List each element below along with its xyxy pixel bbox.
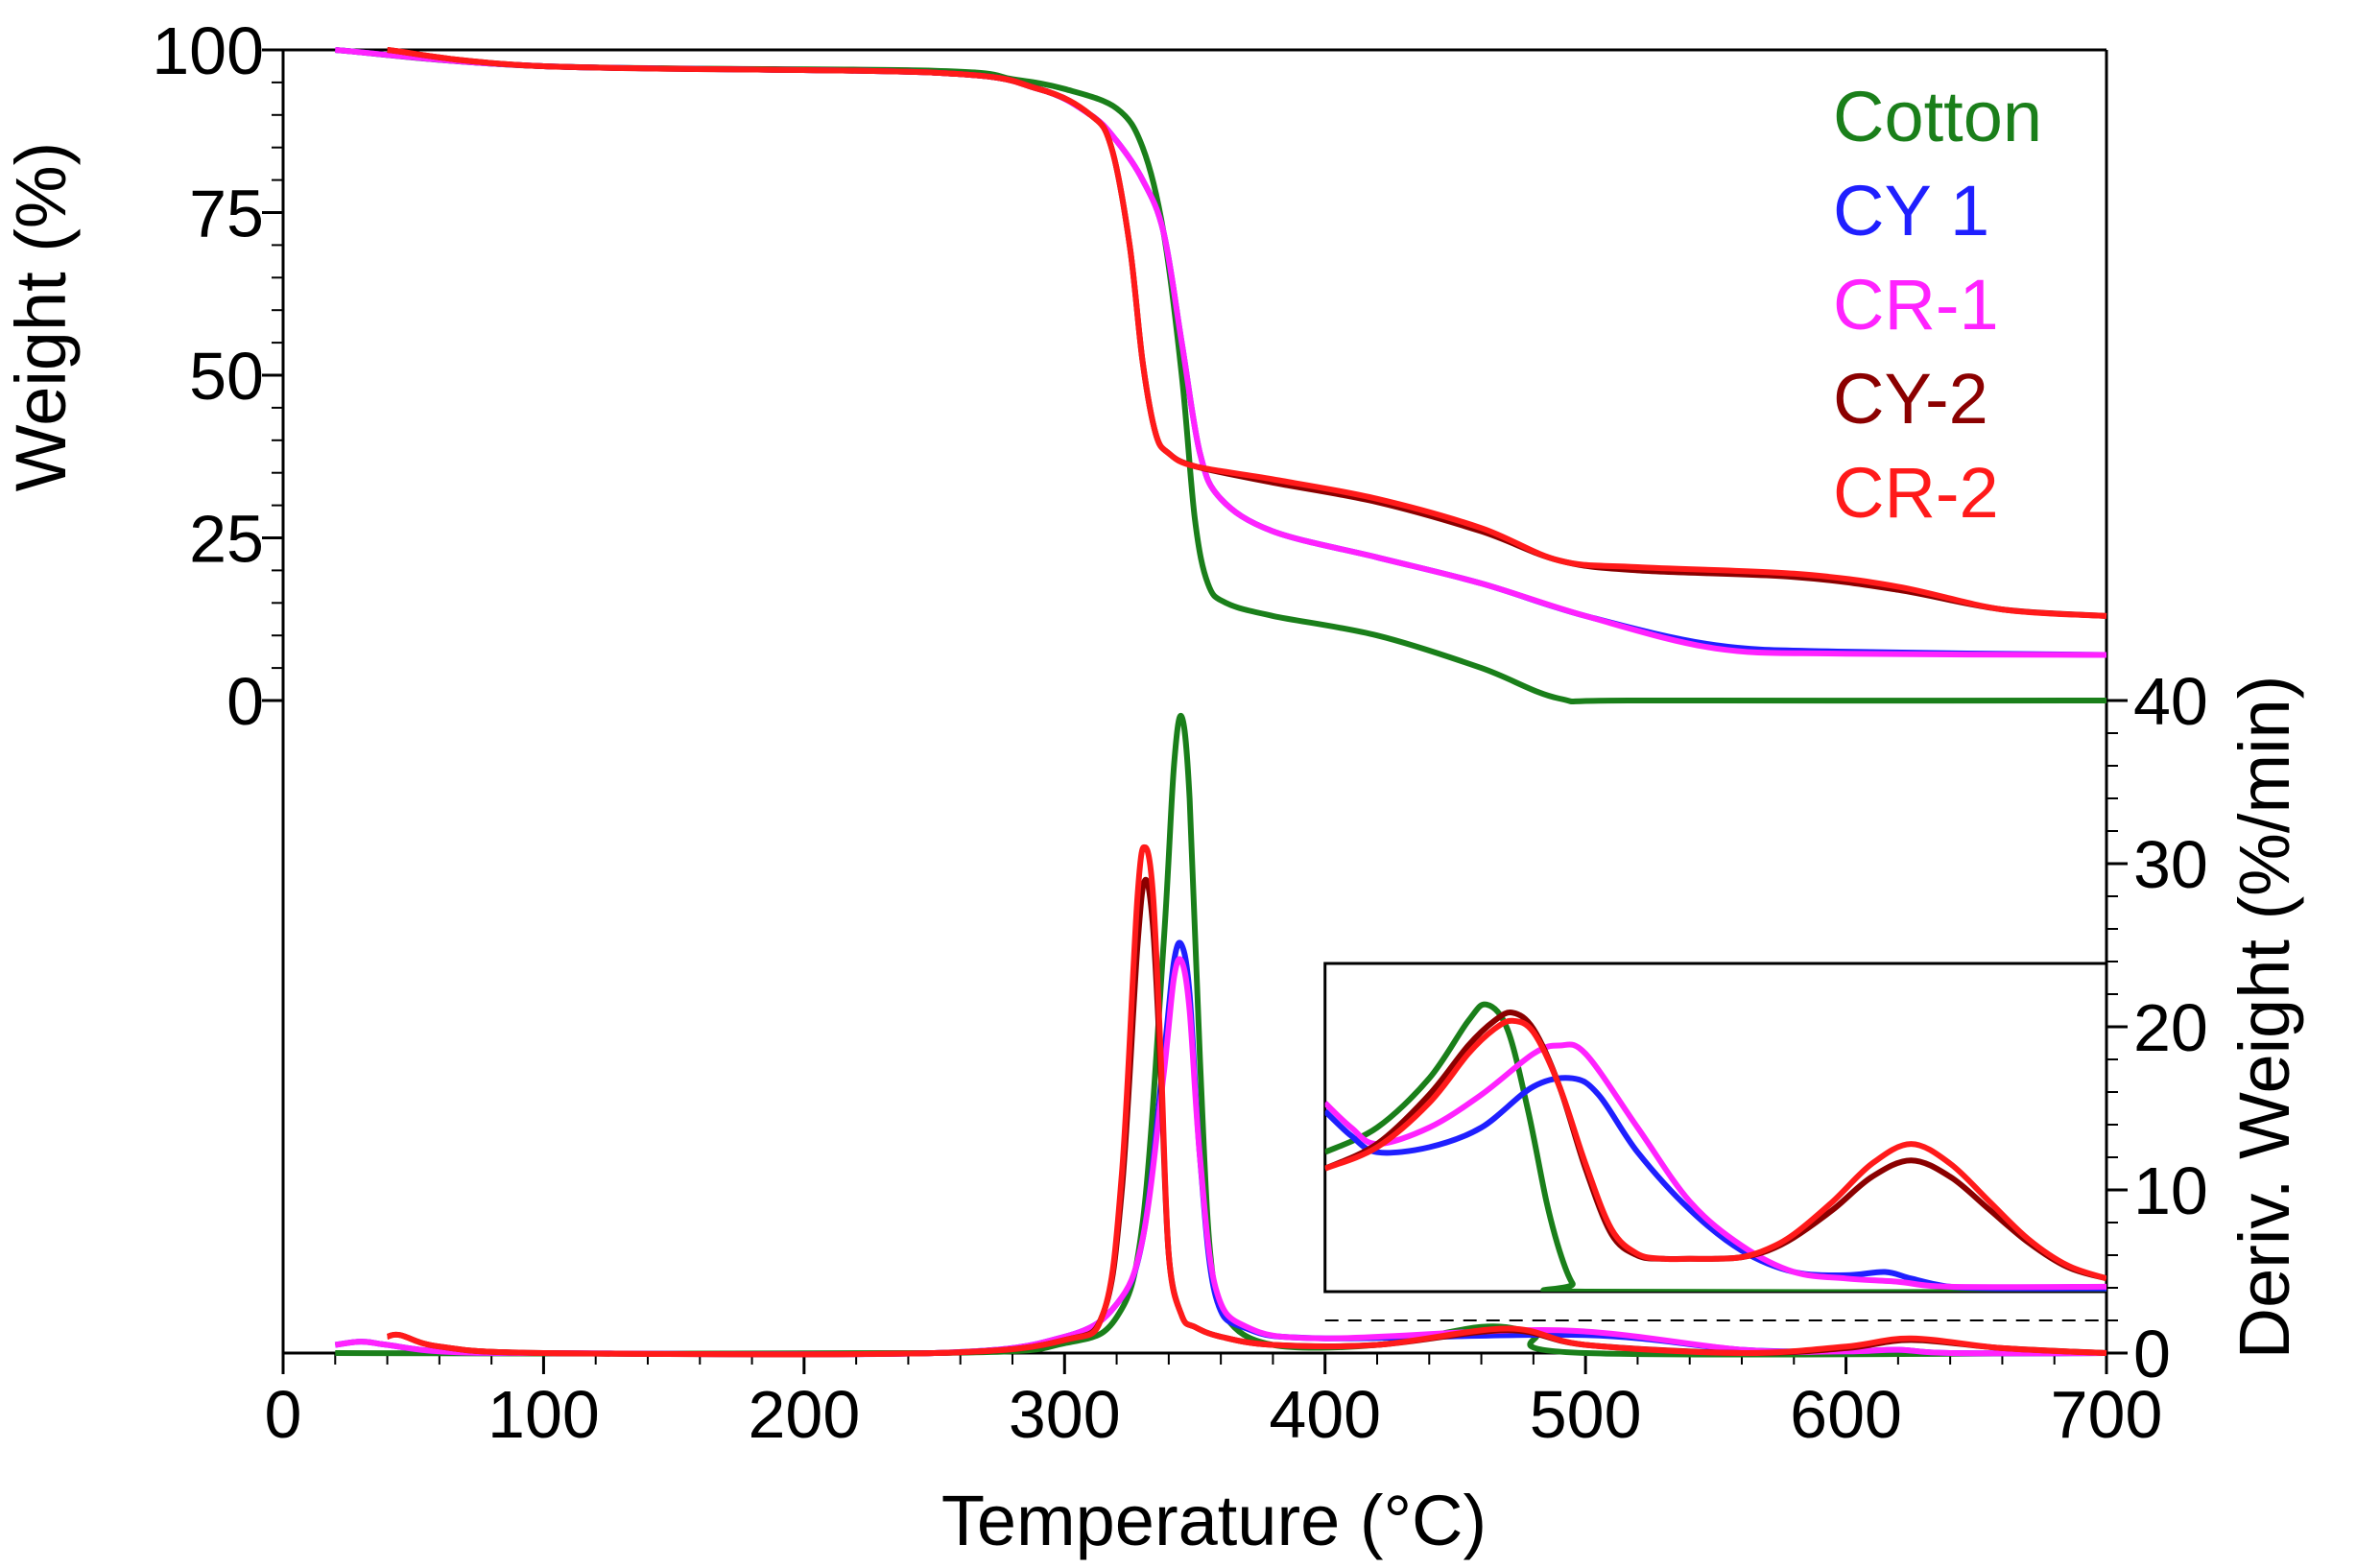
x-tick-label: 100 bbox=[488, 1377, 600, 1452]
inset-line-cotton bbox=[1324, 1001, 2106, 1292]
x-axis-title: Temperature (°C) bbox=[941, 1481, 1487, 1560]
tga-line-cr2 bbox=[387, 47, 2107, 619]
x-tick-label: 500 bbox=[1530, 1377, 1642, 1452]
x-tick-label: 400 bbox=[1269, 1377, 1381, 1452]
x-tick-label: 0 bbox=[265, 1377, 302, 1452]
y-left-tick-label: 50 bbox=[189, 339, 264, 414]
legend: Cotton CY 1 CR-1 CY-2 CR-2 bbox=[1833, 77, 2042, 533]
y-right-tick-label: 30 bbox=[2133, 827, 2208, 902]
legend-item-cr2: CR-2 bbox=[1833, 453, 1999, 533]
tick-labels: 0 100 200 300 400 500 600 700025507510001020304… bbox=[152, 13, 2208, 1452]
inset-line-cr1 bbox=[1324, 1041, 2106, 1291]
inset-line-cr2 bbox=[1324, 1017, 2106, 1282]
inset-line-cy1 bbox=[1324, 1075, 2106, 1292]
y-right-tick-label: 10 bbox=[2133, 1153, 2208, 1228]
y-right-tick-label: 0 bbox=[2133, 1317, 2171, 1391]
x-tick-label: 300 bbox=[1009, 1377, 1121, 1452]
y-right-tick-label: 20 bbox=[2133, 990, 2208, 1065]
dtg-curves bbox=[334, 712, 2107, 1358]
y-left-tick-label: 0 bbox=[226, 664, 264, 739]
x-tick-label: 600 bbox=[1790, 1377, 1902, 1452]
legend-item-cr1: CR-1 bbox=[1833, 265, 1999, 344]
y-left-tick-label: 75 bbox=[189, 177, 264, 251]
y-axis-left-title: Weight (%) bbox=[1, 142, 81, 492]
legend-item-cy2: CY-2 bbox=[1833, 359, 1988, 439]
inset-plot bbox=[1323, 962, 2108, 1294]
x-tick-label: 200 bbox=[748, 1377, 860, 1452]
inset-frame bbox=[1323, 962, 2108, 1294]
dtg-line-cr2 bbox=[386, 843, 2107, 1358]
y-left-tick-label: 100 bbox=[152, 13, 264, 88]
legend-item-cy1: CY 1 bbox=[1833, 171, 1989, 250]
tga-curves bbox=[335, 47, 2107, 705]
y-axis-right-title: Deriv. Weight (%/min) bbox=[2225, 676, 2304, 1360]
legend-item-cotton: Cotton bbox=[1833, 77, 2042, 156]
x-tick-label: 700 bbox=[2051, 1377, 2163, 1452]
y-left-tick-label: 25 bbox=[189, 502, 264, 577]
y-right-tick-label: 40 bbox=[2133, 664, 2208, 739]
